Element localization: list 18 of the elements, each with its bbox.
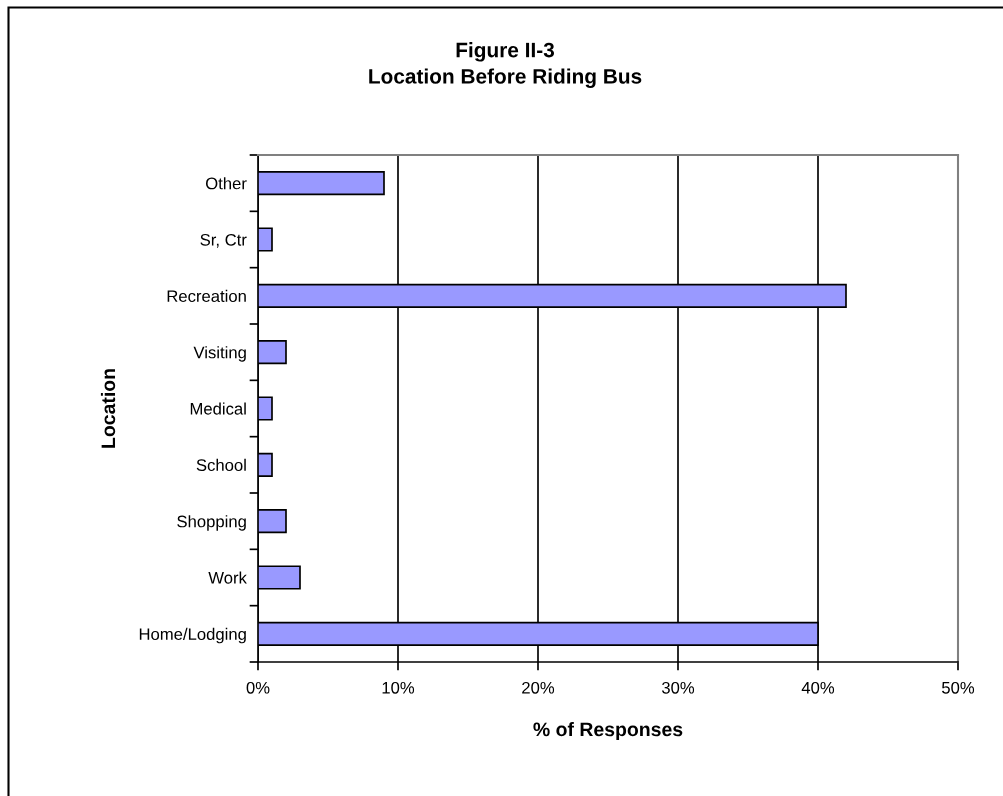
y-tick-label: Recreation xyxy=(167,289,246,303)
y-tick-label: Home/Lodging xyxy=(139,627,246,644)
y-tick-label: Medical xyxy=(190,402,246,415)
x-tick-label: 50% xyxy=(941,681,975,694)
chart-title: Figure II-3 Location Before Riding Bus xyxy=(369,42,642,88)
x-axis-title: % of Responses xyxy=(533,721,683,741)
y-axis-title: Location xyxy=(100,369,116,448)
y-tick-label: Visiting xyxy=(193,346,246,362)
x-tick-label: 0% xyxy=(246,681,270,694)
x-tick-label: 40% xyxy=(801,681,835,694)
y-tick-label: Sr, Ctr xyxy=(200,233,247,248)
x-tick-label: 10% xyxy=(382,681,415,694)
y-tick-label: Other xyxy=(206,177,247,190)
x-tick-label: 30% xyxy=(661,681,695,694)
y-tick-label: School xyxy=(196,458,246,472)
y-tick-label: Work xyxy=(208,571,247,584)
x-tick-label: 20% xyxy=(522,681,555,694)
y-tick-label: Shopping xyxy=(177,515,246,531)
